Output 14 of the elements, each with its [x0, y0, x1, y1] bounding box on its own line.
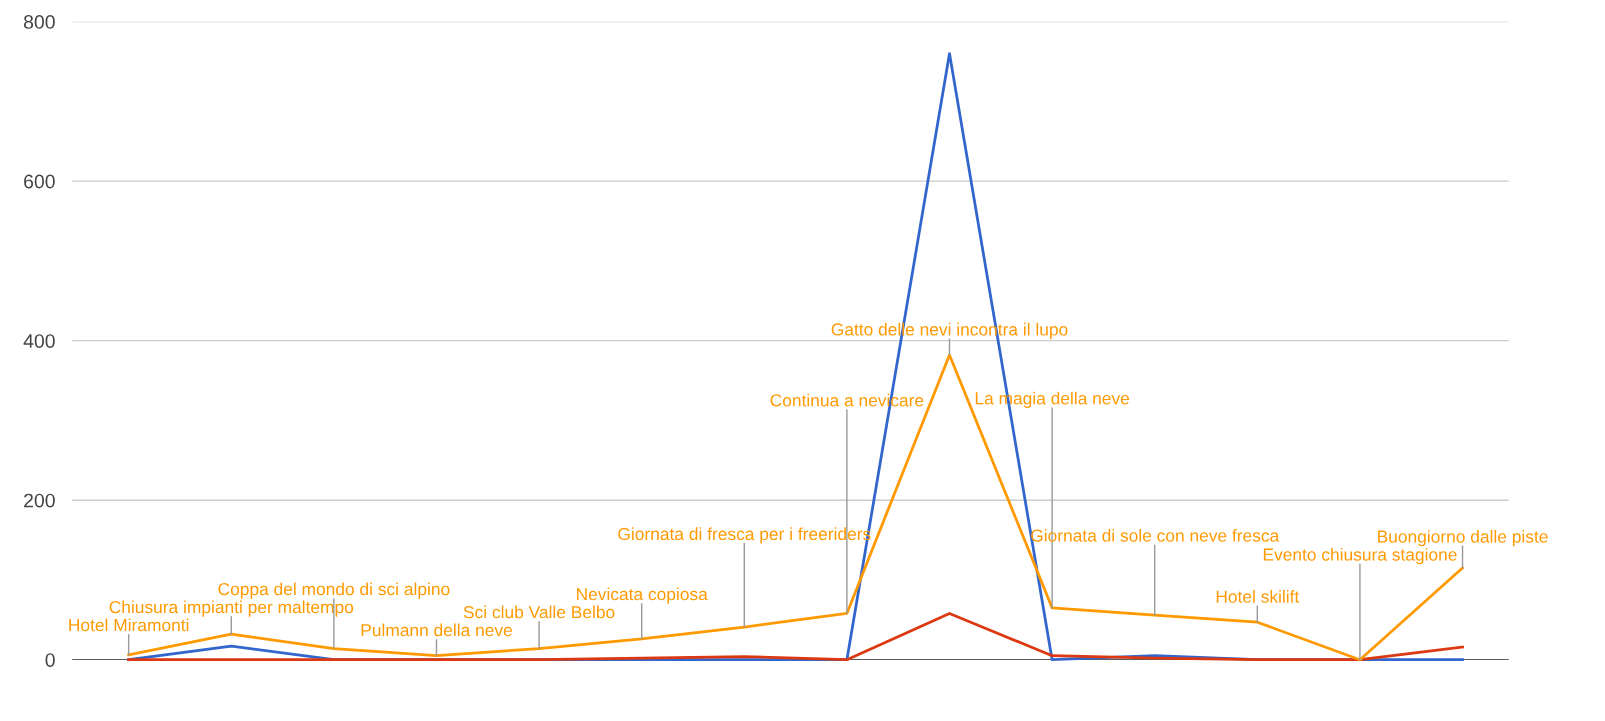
y-tick-label: 800 — [23, 15, 55, 29]
data-label: Sci club Valle Belbo — [463, 605, 615, 619]
y-tick-label: 200 — [24, 493, 55, 508]
data-label: Chiusura impianti per maltempo — [109, 600, 354, 617]
data-label: Hotel Miramonti — [69, 618, 189, 632]
y-tick-label: 0 — [45, 653, 55, 667]
data-label: Hotel skilift — [1216, 590, 1300, 603]
data-label: Coppa del mondo di sci alpino — [218, 582, 450, 599]
y-tick-label: 600 — [24, 174, 55, 189]
y-tick-label: 400 — [23, 334, 55, 348]
data-label: Nevicata copiosa — [577, 587, 708, 604]
data-label: Evento chiusura stagione — [1263, 547, 1457, 565]
data-label: Pulmann della neve — [361, 623, 512, 637]
data-label: Buongiorno dalle piste — [1378, 529, 1548, 547]
